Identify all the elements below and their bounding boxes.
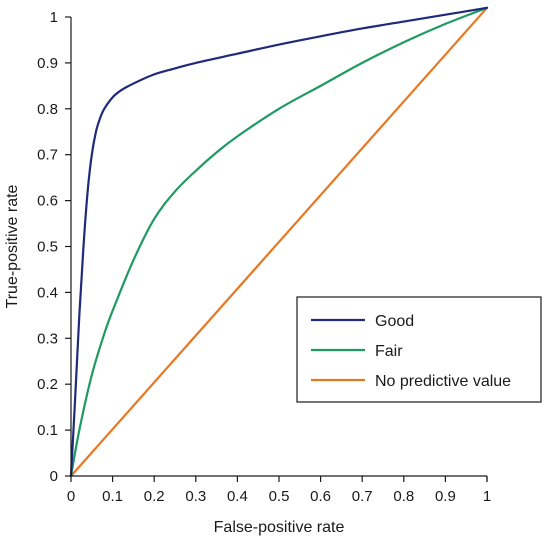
y-ticks: 0 0.1 0.2 0.3 0.4 0.5 0.6 0.7 0.8 0.9 1 [37,9,71,485]
series-line-no-predictive-value [69,6,489,478]
series-lines [69,6,489,478]
legend-label-fair: Fair [375,343,403,360]
x-tick-label: 0.9 [435,488,456,505]
x-tick-label: 0.3 [185,488,206,505]
x-ticks: 0 0.1 0.2 0.3 0.4 0.5 0.6 0.7 0.8 0.9 1 [67,476,491,505]
x-tick-label: 0.5 [269,488,290,505]
y-tick-label: 1 [50,9,58,26]
x-tick-label: 0.7 [352,488,373,505]
axes [70,17,488,482]
series-line-fair [69,6,489,478]
x-tick-label: 0.6 [310,488,331,505]
legend: Good Fair No predictive value [296,296,542,403]
x-tick-label: 0.4 [227,488,248,505]
series-line-good [69,6,489,478]
x-tick-label: 0.8 [393,488,414,505]
x-tick-label: 0.2 [144,488,165,505]
x-axis-label: False-positive rate [214,519,345,536]
x-tick-label: 0.1 [102,488,123,505]
y-tick-label: 0.2 [37,376,58,393]
y-tick-label: 0.7 [37,147,58,164]
y-axis-label: True-positive rate [4,184,21,308]
y-tick-label: 0.3 [37,330,58,347]
legend-label-no-predictive-value: No predictive value [375,373,511,390]
y-tick-label: 0.4 [37,284,58,301]
y-tick-label: 0.9 [37,55,58,72]
y-tick-label: 0.5 [37,239,58,256]
legend-label-good: Good [375,313,414,330]
y-tick-label: 0.8 [37,101,58,118]
y-tick-label: 0.1 [37,422,58,439]
y-tick-label: 0.6 [37,193,58,210]
y-tick-label: 0 [50,468,58,485]
x-tick-label: 1 [483,488,491,505]
x-tick-label: 0 [67,488,75,505]
